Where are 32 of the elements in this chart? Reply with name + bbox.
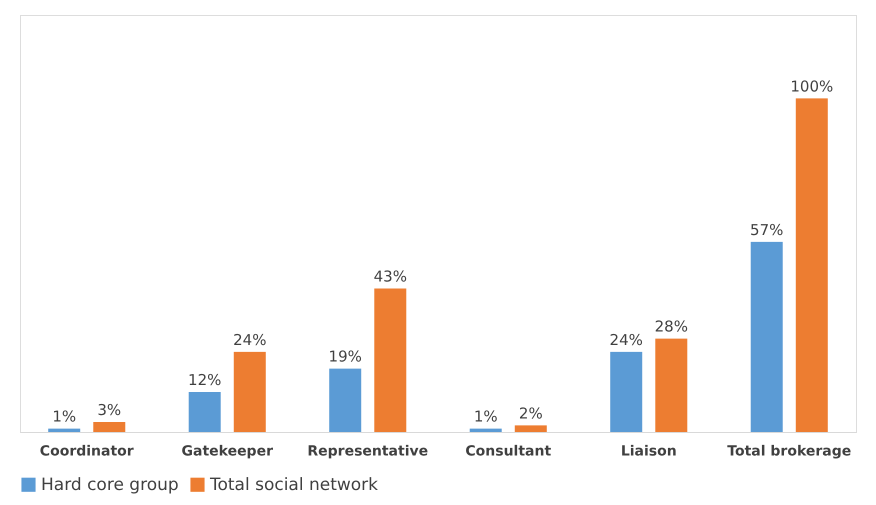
data-label: 2% bbox=[518, 404, 543, 422]
bar bbox=[610, 352, 642, 432]
x-tick-label: Total brokerage bbox=[727, 444, 852, 460]
x-tick-label: Consultant bbox=[465, 444, 552, 460]
bar bbox=[374, 288, 406, 432]
bar bbox=[234, 352, 266, 432]
bar bbox=[750, 242, 783, 432]
bar bbox=[655, 338, 688, 432]
x-tick-label: Coordinator bbox=[40, 444, 134, 460]
bar bbox=[470, 428, 502, 432]
legend-label: Total social network bbox=[209, 474, 378, 495]
legend-label: Hard core group bbox=[41, 474, 179, 495]
data-label: 28% bbox=[654, 318, 688, 336]
x-tick-label: Gatekeeper bbox=[182, 444, 274, 460]
data-label: 12% bbox=[188, 370, 222, 389]
bar bbox=[48, 428, 80, 432]
data-label: 24% bbox=[610, 330, 643, 349]
bar bbox=[514, 425, 547, 432]
bar bbox=[796, 98, 828, 432]
data-label: 1% bbox=[474, 408, 498, 426]
x-tick-label: Representative bbox=[307, 444, 428, 460]
data-label: 24% bbox=[233, 330, 266, 349]
data-label: 3% bbox=[97, 400, 122, 419]
x-tick-label: Liaison bbox=[620, 444, 677, 460]
data-label: 57% bbox=[750, 220, 784, 239]
data-label: 100% bbox=[790, 77, 834, 96]
data-label: 19% bbox=[328, 348, 362, 366]
data-label: 1% bbox=[52, 408, 76, 426]
bar bbox=[93, 422, 126, 432]
data-label: 43% bbox=[374, 268, 407, 286]
bar bbox=[188, 392, 221, 432]
bar bbox=[329, 368, 362, 432]
